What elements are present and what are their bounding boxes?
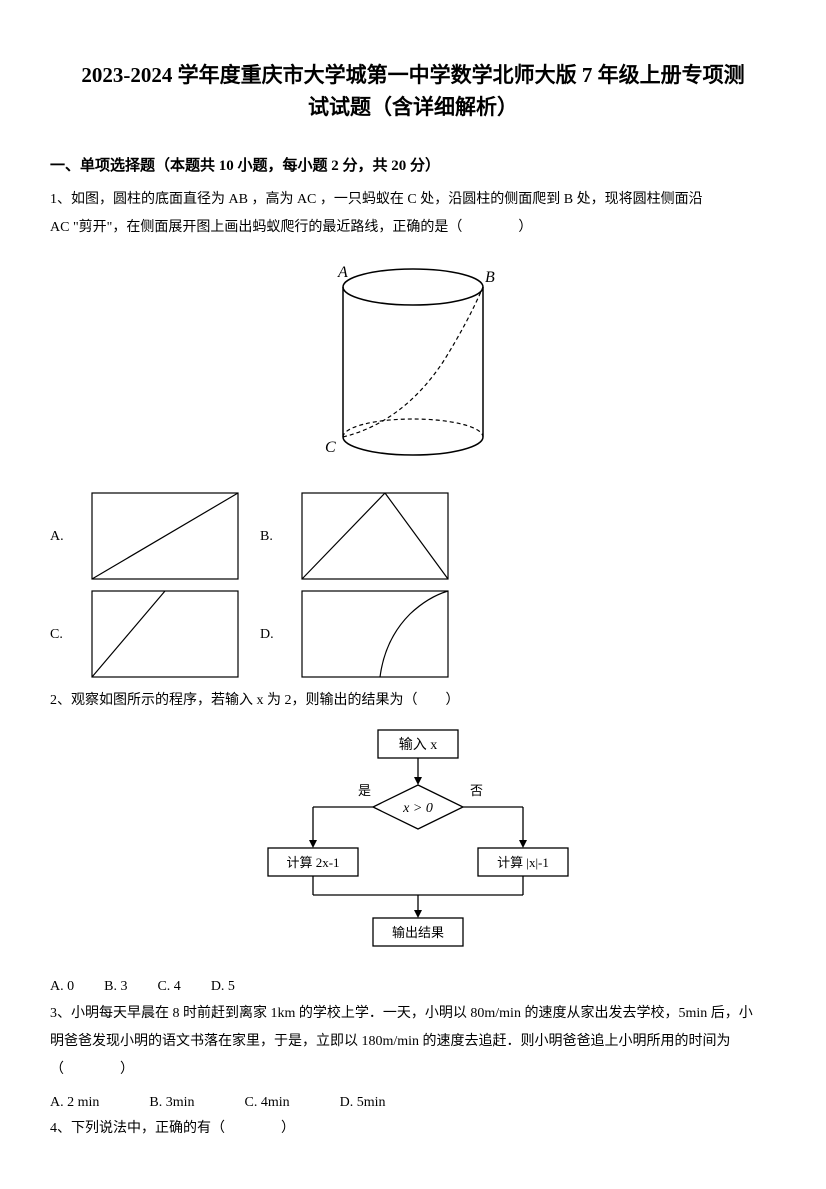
flow-cond: x > 0 <box>402 801 433 816</box>
options-row-2: C. D. <box>50 589 776 679</box>
section-1-header: 一、单项选择题（本题共 10 小题，每小题 2 分，共 20 分） <box>50 153 776 180</box>
q1-line1: 1、如图，圆柱的底面直径为 AB ，高为 AC ，一只蚂蚁在 C 处，沿圆柱的侧… <box>50 192 703 207</box>
flow-calc2: 计算 |x|-1 <box>497 855 549 870</box>
q3-opt-a: A. 2 min <box>50 1090 99 1115</box>
q2-text: 2、观察如图所示的程序，若输入 x 为 2，则输出的结果为（ ） <box>50 693 460 708</box>
q3-line1: 3、小明每天早晨在 8 时前赶到离家 1km 的学校上学．一天，小明以 80m/… <box>50 1006 753 1021</box>
label-A: A <box>337 264 348 281</box>
question-2: 2、观察如图所示的程序，若输入 x 为 2，则输出的结果为（ ） <box>50 687 776 715</box>
options-row-1: A. B. <box>50 491 776 581</box>
document-title: 2023-2024 学年度重庆市大学城第一中学数学北师大版 7 年级上册专项测 … <box>50 60 776 123</box>
q3-opt-c: C. 4min <box>245 1090 290 1115</box>
q4-text: 4、下列说法中，正确的有（ ） <box>50 1121 295 1136</box>
option-b-label: B. <box>260 524 280 549</box>
option-a-diagram <box>90 491 240 581</box>
q3-line3: （ ） <box>50 1062 134 1077</box>
question-1: 1、如图，圆柱的底面直径为 AB ，高为 AC ，一只蚂蚁在 C 处，沿圆柱的侧… <box>50 186 776 242</box>
title-line-1: 2023-2024 学年度重庆市大学城第一中学数学北师大版 7 年级上册专项测 <box>81 63 744 87</box>
option-d-diagram <box>300 589 450 679</box>
title-line-2: 试试题（含详细解析） <box>308 95 518 119</box>
option-c-label: C. <box>50 622 70 647</box>
flow-output: 输出结果 <box>392 925 444 940</box>
flow-yes: 是 <box>358 783 371 798</box>
q3-opt-d: D. 5min <box>340 1090 386 1115</box>
q3-opt-b: B. 3min <box>149 1090 194 1115</box>
flow-no: 否 <box>470 783 483 798</box>
q2-opt-a: A. 0 <box>50 974 74 999</box>
q2-opt-c: C. 4 <box>157 974 180 999</box>
cylinder-diagram: A B C <box>50 252 776 481</box>
option-c-diagram <box>90 589 240 679</box>
q2-options: A. 0 B. 3 C. 4 D. 5 <box>50 974 776 999</box>
option-b-diagram <box>300 491 450 581</box>
q3-line2: 明爸爸发现小明的语文书落在家里，于是，立即以 180m/min 的速度去追赶．则… <box>50 1034 731 1049</box>
label-B: B <box>485 269 495 286</box>
label-C: C <box>325 439 336 456</box>
q3-options: A. 2 min B. 3min C. 4min D. 5min <box>50 1090 776 1115</box>
q2-opt-b: B. 3 <box>104 974 127 999</box>
question-4: 4、下列说法中，正确的有（ ） <box>50 1115 776 1143</box>
option-a-label: A. <box>50 524 70 549</box>
flow-input: 输入 x <box>399 737 438 753</box>
q2-opt-d: D. 5 <box>211 974 235 999</box>
q1-line2: AC "剪开"，在侧面展开图上画出蚂蚁爬行的最近路线，正确的是（ ） <box>50 220 532 235</box>
flow-calc1: 计算 2x-1 <box>286 855 339 870</box>
flowchart-diagram: 输入 x x > 0 是 否 计算 2x-1 计算 |x|-1 输出结果 <box>50 725 776 964</box>
option-d-label: D. <box>260 622 280 647</box>
question-3: 3、小明每天早晨在 8 时前赶到离家 1km 的学校上学．一天，小明以 80m/… <box>50 1000 776 1084</box>
